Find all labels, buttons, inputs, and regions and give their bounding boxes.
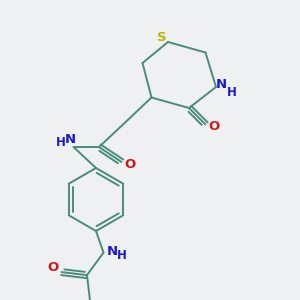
Text: O: O [47,261,59,274]
Text: N: N [64,133,76,146]
Text: H: H [117,249,127,262]
Text: N: N [216,78,227,91]
Text: O: O [208,120,220,134]
Text: S: S [157,31,166,44]
Text: H: H [56,136,66,149]
Text: H: H [227,86,236,99]
Text: N: N [106,244,118,258]
Text: O: O [124,158,136,171]
